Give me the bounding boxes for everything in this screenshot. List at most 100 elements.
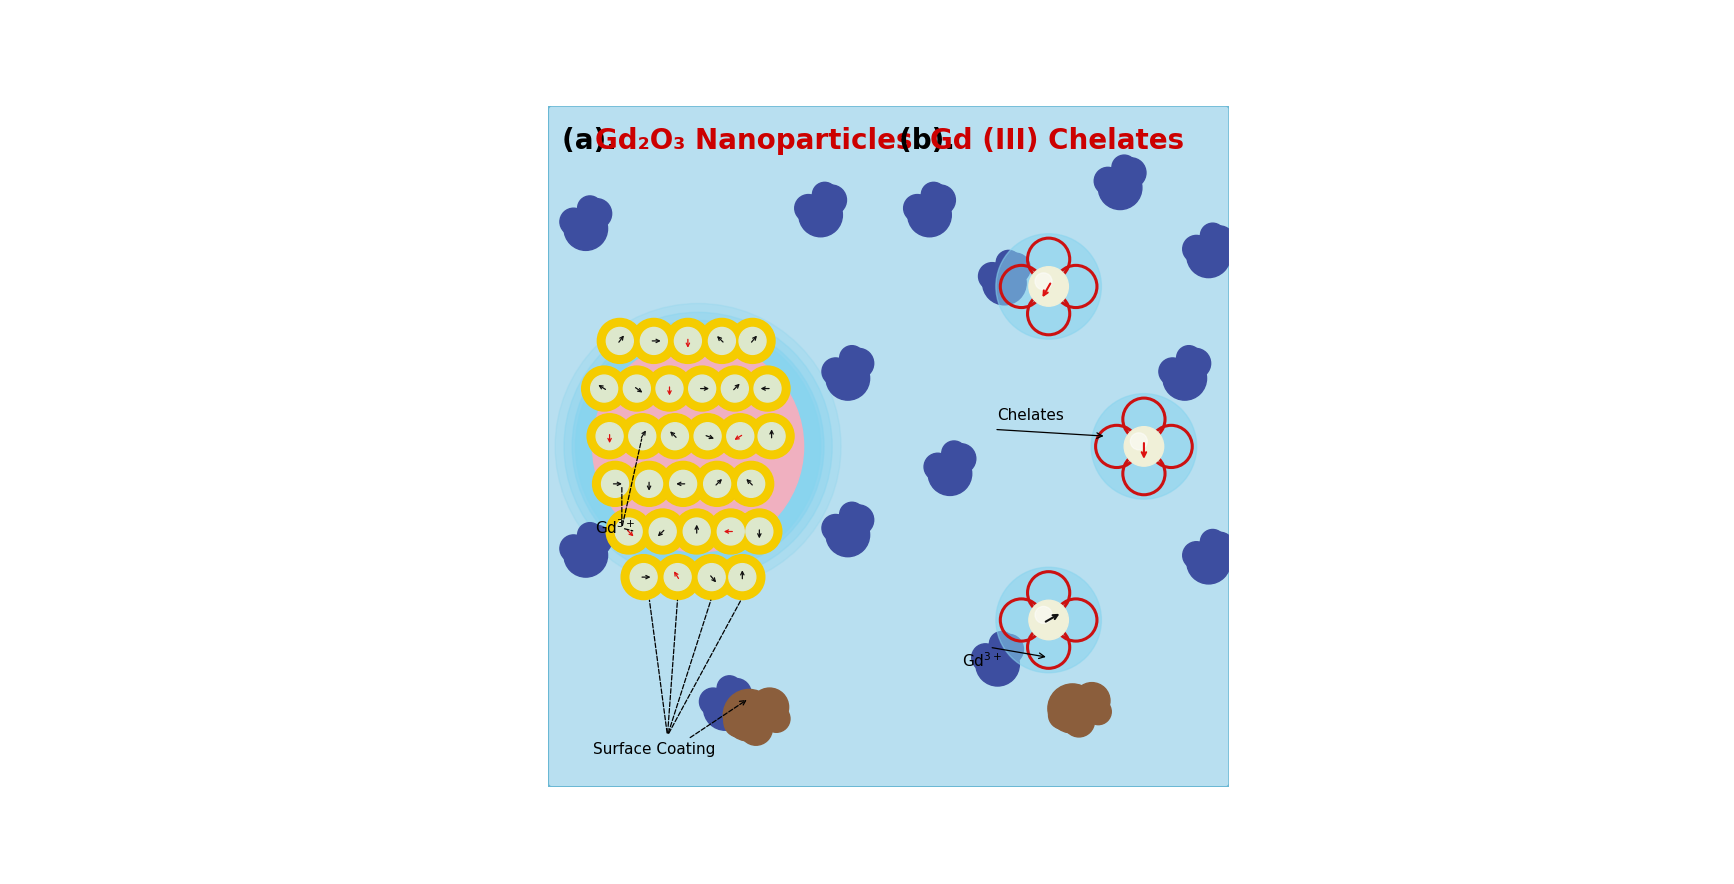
Circle shape	[739, 327, 766, 354]
Circle shape	[844, 505, 874, 535]
Circle shape	[737, 470, 765, 498]
Circle shape	[746, 366, 791, 411]
Circle shape	[704, 687, 747, 730]
Circle shape	[754, 375, 780, 402]
Circle shape	[1049, 701, 1077, 729]
Circle shape	[1098, 166, 1143, 210]
Circle shape	[1124, 427, 1164, 466]
Circle shape	[822, 358, 850, 385]
Circle shape	[640, 327, 668, 354]
Circle shape	[997, 250, 1021, 275]
Circle shape	[649, 518, 676, 545]
Circle shape	[903, 194, 931, 222]
Circle shape	[572, 321, 824, 572]
Circle shape	[699, 318, 744, 363]
Circle shape	[707, 509, 753, 554]
Circle shape	[581, 199, 612, 229]
Circle shape	[602, 470, 628, 498]
Circle shape	[621, 554, 666, 599]
Circle shape	[1181, 348, 1210, 378]
Circle shape	[564, 312, 832, 581]
Circle shape	[924, 453, 952, 481]
Circle shape	[723, 690, 775, 741]
Circle shape	[721, 375, 749, 402]
Circle shape	[983, 262, 1027, 305]
Circle shape	[619, 414, 664, 459]
Circle shape	[1205, 226, 1235, 255]
Circle shape	[555, 303, 841, 590]
Text: (a).: (a).	[562, 126, 626, 155]
Circle shape	[560, 208, 588, 235]
Circle shape	[1028, 600, 1068, 640]
Circle shape	[688, 554, 733, 599]
Circle shape	[720, 554, 765, 599]
FancyBboxPatch shape	[546, 104, 1231, 789]
Circle shape	[675, 327, 701, 354]
Circle shape	[596, 318, 642, 363]
Circle shape	[593, 341, 803, 552]
Circle shape	[976, 643, 1020, 686]
Circle shape	[727, 423, 754, 450]
Circle shape	[971, 644, 999, 671]
Circle shape	[1094, 167, 1122, 194]
Circle shape	[636, 470, 662, 498]
Circle shape	[839, 502, 864, 527]
Circle shape	[664, 564, 692, 591]
Circle shape	[694, 423, 721, 450]
Circle shape	[751, 688, 789, 726]
Circle shape	[675, 509, 720, 554]
Circle shape	[629, 564, 657, 591]
Circle shape	[728, 564, 756, 591]
Circle shape	[942, 441, 966, 466]
Circle shape	[718, 518, 744, 545]
Circle shape	[616, 518, 642, 545]
Circle shape	[1073, 682, 1110, 719]
Text: Surface Coating: Surface Coating	[593, 742, 714, 757]
Circle shape	[990, 631, 1014, 656]
Circle shape	[1063, 706, 1094, 737]
Circle shape	[560, 535, 588, 562]
Circle shape	[699, 564, 725, 591]
Text: Chelates: Chelates	[997, 408, 1065, 423]
Circle shape	[1183, 542, 1210, 569]
Circle shape	[631, 318, 676, 363]
Circle shape	[626, 461, 671, 507]
Circle shape	[652, 414, 697, 459]
Circle shape	[1131, 433, 1148, 450]
Circle shape	[704, 470, 730, 498]
Circle shape	[907, 194, 952, 237]
Circle shape	[593, 461, 638, 507]
Circle shape	[581, 366, 626, 411]
Circle shape	[1085, 698, 1111, 725]
Circle shape	[718, 675, 742, 700]
Circle shape	[683, 518, 711, 545]
Circle shape	[607, 509, 652, 554]
Circle shape	[763, 705, 791, 732]
Text: Gd (III) Chelates: Gd (III) Chelates	[929, 126, 1184, 155]
Circle shape	[839, 346, 864, 370]
Circle shape	[995, 568, 1101, 673]
Circle shape	[721, 679, 751, 708]
Circle shape	[945, 444, 976, 474]
Circle shape	[1183, 235, 1210, 263]
Circle shape	[661, 423, 688, 450]
Text: Gd$^{3+}$: Gd$^{3+}$	[962, 652, 1002, 670]
Circle shape	[564, 534, 607, 577]
Circle shape	[926, 185, 955, 215]
Circle shape	[746, 518, 773, 545]
Circle shape	[709, 327, 735, 354]
Circle shape	[576, 324, 820, 569]
Circle shape	[740, 713, 772, 745]
Circle shape	[1186, 234, 1231, 278]
Circle shape	[1091, 393, 1196, 499]
Circle shape	[577, 522, 602, 547]
Circle shape	[978, 263, 1006, 290]
Circle shape	[647, 366, 692, 411]
Text: (b).: (b).	[898, 126, 964, 155]
Circle shape	[737, 509, 782, 554]
Circle shape	[825, 513, 870, 557]
Circle shape	[928, 452, 971, 495]
Circle shape	[994, 635, 1023, 664]
Circle shape	[680, 366, 725, 411]
Circle shape	[825, 356, 870, 400]
